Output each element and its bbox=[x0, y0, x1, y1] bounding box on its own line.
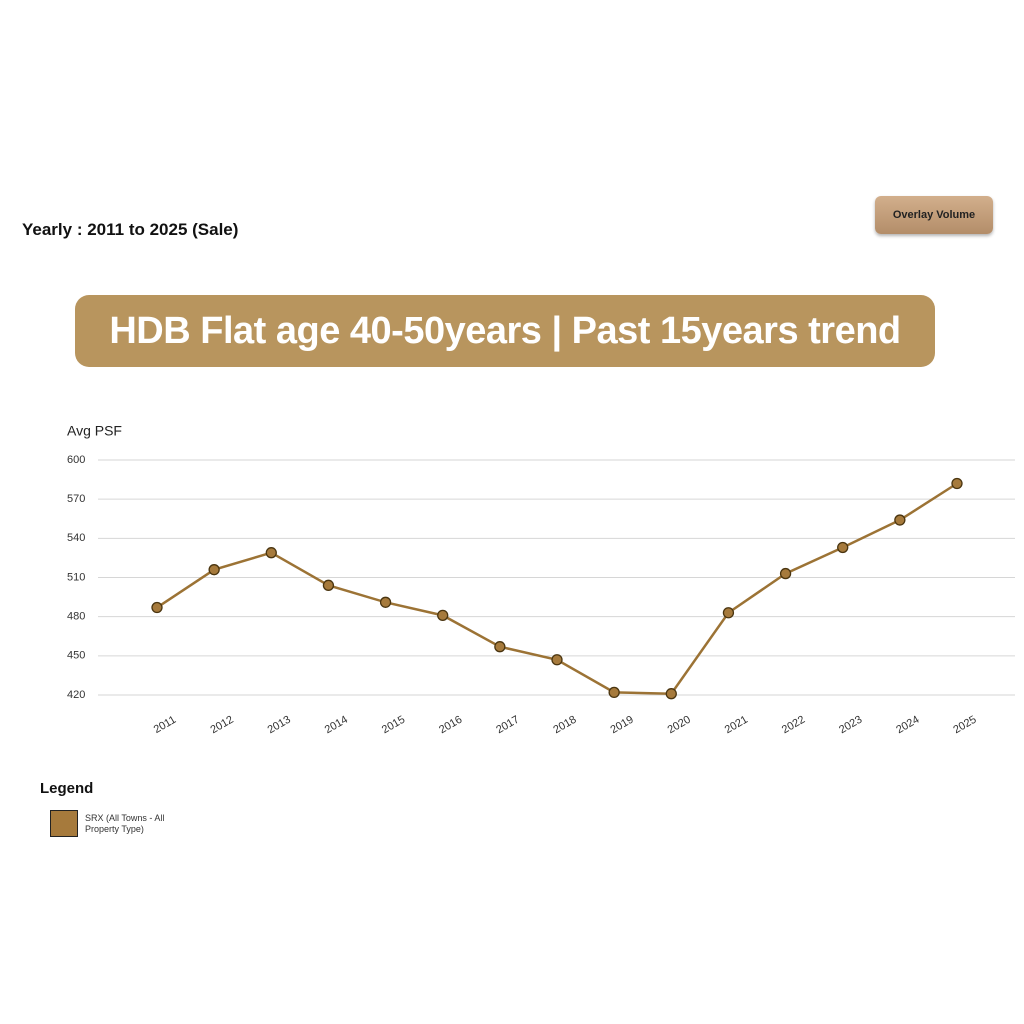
legend-swatch bbox=[50, 810, 78, 837]
point bbox=[665, 688, 677, 700]
point bbox=[322, 579, 335, 591]
y-tick-label: 450 bbox=[67, 650, 85, 662]
point bbox=[951, 477, 963, 490]
legend-title: Legend bbox=[40, 780, 94, 797]
point bbox=[265, 547, 277, 559]
point bbox=[894, 514, 906, 526]
point bbox=[722, 607, 735, 619]
x-tick-label: 2025 bbox=[951, 714, 978, 737]
point bbox=[779, 567, 792, 580]
x-tick-label: 2023 bbox=[837, 714, 864, 737]
y-tick-label: 600 bbox=[67, 454, 85, 466]
point bbox=[494, 641, 506, 653]
banner: HDB Flat age 40-50years | Past 15years t… bbox=[75, 295, 935, 367]
x-tick-label: 2011 bbox=[152, 714, 178, 736]
x-tick-label: 2012 bbox=[208, 714, 235, 737]
point bbox=[608, 686, 620, 699]
y-tick-label: 420 bbox=[67, 689, 85, 701]
y-axis-label: Avg PSF bbox=[67, 423, 122, 439]
y-tick-label: 570 bbox=[67, 493, 85, 505]
x-tick-label: 2021 bbox=[723, 714, 750, 737]
x-tick-label: 2020 bbox=[666, 714, 693, 737]
point bbox=[208, 564, 220, 576]
x-tick-label: 2024 bbox=[894, 714, 921, 737]
point bbox=[151, 601, 163, 614]
y-tick-label: 510 bbox=[67, 571, 85, 583]
x-tick-label: 2013 bbox=[266, 714, 293, 737]
x-tick-label: 2015 bbox=[380, 714, 407, 737]
point bbox=[551, 654, 563, 666]
x-tick-label: 2014 bbox=[323, 714, 350, 737]
x-tick-label: 2017 bbox=[494, 714, 521, 737]
overlay-volume-button[interactable]: Overlay Volume bbox=[875, 196, 993, 234]
period-title: Yearly : 2011 to 2025 (Sale) bbox=[22, 220, 239, 239]
y-tick-label: 540 bbox=[67, 532, 85, 544]
point bbox=[837, 541, 849, 554]
x-tick-label: 2022 bbox=[780, 714, 807, 737]
legend-label: SRX (All Towns - All Property Type) bbox=[85, 813, 165, 834]
x-tick-label: 2018 bbox=[551, 714, 578, 737]
y-tick-label: 480 bbox=[67, 611, 85, 623]
point bbox=[379, 596, 392, 608]
x-tick-label: 2016 bbox=[437, 714, 464, 737]
point bbox=[437, 609, 449, 622]
x-tick-label: 2019 bbox=[608, 714, 635, 737]
